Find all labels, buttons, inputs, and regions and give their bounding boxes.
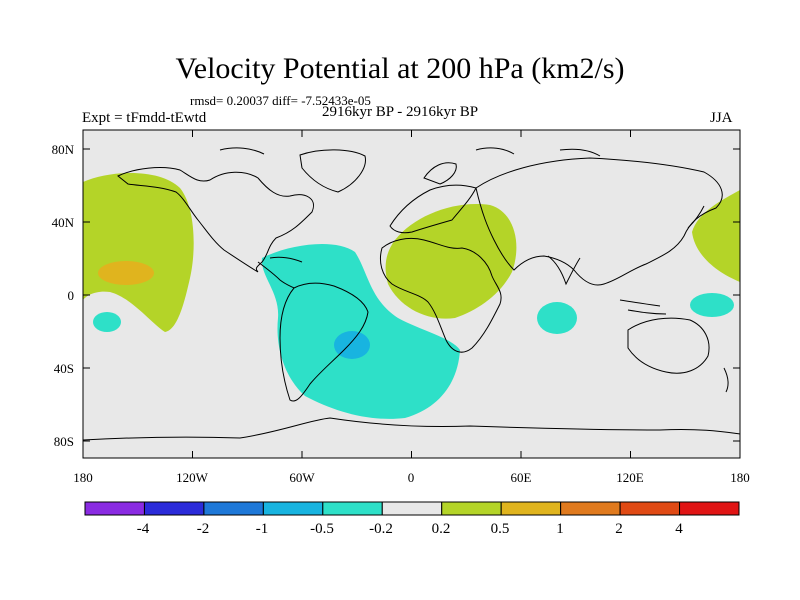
colorbar-label: 1 — [556, 521, 564, 537]
colorbar-segment — [322, 501, 383, 516]
anomaly-regions — [83, 172, 740, 419]
experiment-label: Expt = tFmdd-tEwtd — [82, 110, 207, 126]
colorbar-segment — [500, 501, 562, 516]
period-label: 2916kyr BP - 2916kyr BP — [322, 104, 479, 120]
lat-label-80s: 80S — [53, 434, 74, 449]
colorbar-label: -2 — [196, 521, 210, 537]
colorbar-segment — [381, 501, 443, 516]
colorbar-segment — [84, 501, 145, 516]
positive-core-north-pacific — [98, 261, 154, 285]
colorbar-label: 0.5 — [490, 521, 510, 537]
coastline-central-america — [257, 261, 295, 289]
stats-text: rmsd= 0.20037 diff= -7.52433e-05 — [190, 93, 371, 108]
axis-ticks — [82, 130, 741, 458]
coastline-india — [547, 255, 581, 286]
coastline-arctic-islands — [219, 147, 601, 157]
coastline-japan — [687, 205, 705, 229]
lat-label-0: 0 — [67, 288, 75, 303]
lon-label-60e: 60E — [510, 470, 532, 485]
lon-label-0: 0 — [407, 470, 415, 485]
coastline-caribbean — [269, 256, 303, 263]
negative-region-south-atlantic — [261, 244, 460, 419]
map-title: Velocity Potential at 200 hPa (km2/s) — [175, 52, 625, 85]
coastline-scandinavia — [423, 162, 457, 185]
negative-region-indian-ocean — [537, 302, 577, 334]
coastline-asia — [475, 157, 723, 286]
colorbar-segment — [203, 501, 264, 516]
positive-region-africa — [385, 204, 517, 319]
negative-core-south-atlantic — [334, 331, 370, 359]
colorbar-segment — [679, 501, 740, 516]
coastline-south-america — [279, 282, 369, 402]
negative-region-east-pacific — [93, 312, 121, 332]
colorbar-segment — [560, 501, 621, 516]
coastline-indonesia — [619, 299, 667, 315]
lon-label-180w: 180 — [73, 470, 93, 485]
coastlines — [82, 147, 741, 441]
colorbar-segment — [619, 501, 681, 516]
colorbar-label: -4 — [136, 521, 150, 537]
colorbar-label: -0.5 — [310, 521, 334, 537]
colorbar-segment — [262, 501, 324, 516]
positive-region-west-pacific — [692, 190, 740, 282]
colorbar-label: 4 — [675, 521, 683, 537]
lon-label-120e: 120E — [616, 470, 644, 485]
coastline-antarctica — [82, 417, 741, 441]
colorbar-label: 0.2 — [431, 521, 451, 537]
coastline-africa — [379, 237, 502, 353]
coastline-australia — [627, 317, 710, 374]
lat-label-80n: 80N — [51, 142, 74, 157]
lon-label-60w: 60W — [289, 470, 315, 485]
coastline-new-zealand — [723, 367, 729, 393]
season-label: JJA — [710, 110, 733, 126]
coastline-europe — [389, 184, 477, 234]
coastline-greenland — [299, 149, 366, 193]
lon-label-180e: 180 — [730, 470, 750, 485]
colorbar-label: -0.2 — [369, 521, 393, 537]
lat-label-40s: 40S — [53, 361, 74, 376]
negative-region-west-pacific — [690, 293, 734, 317]
positive-region-north-pacific — [83, 172, 194, 332]
colorbar-label: -1 — [255, 521, 269, 537]
coastline-north-america — [117, 167, 314, 273]
colorbar — [84, 501, 740, 516]
colorbar-segment — [143, 501, 205, 516]
lon-label-120w: 120W — [176, 470, 208, 485]
lat-label-40n: 40N — [51, 215, 74, 230]
colorbar-segment — [441, 501, 502, 516]
colorbar-label: 2 — [615, 521, 623, 537]
